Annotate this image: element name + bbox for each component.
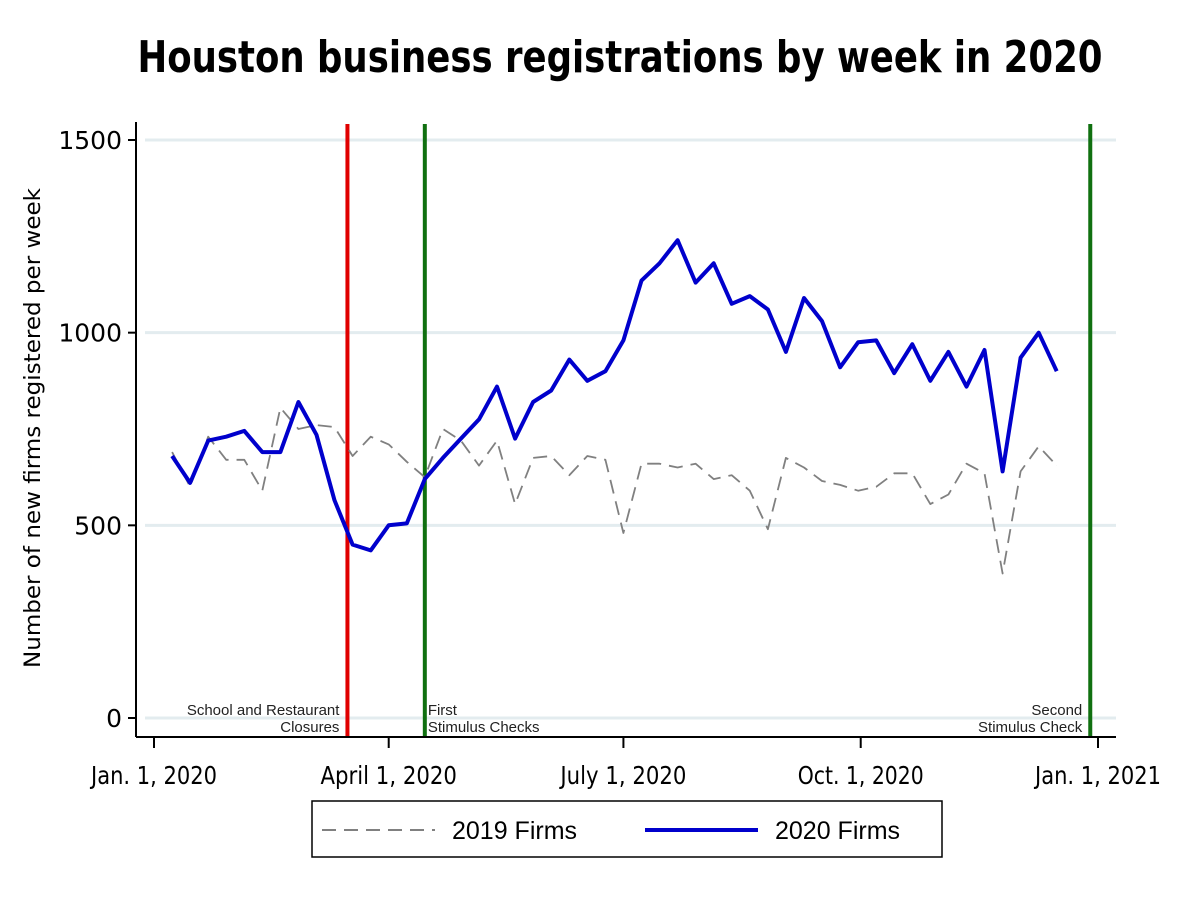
x-tick-label: April 1, 2020 [320,761,457,790]
y-tick-label: 0 [106,704,122,733]
legend-label-2020: 2020 Firms [775,817,900,845]
event-label: Stimulus Checks [428,719,540,736]
y-tick-label: 1500 [58,126,122,155]
legend-label-2019: 2019 Firms [452,817,577,845]
event-label: Stimulus Check [978,719,1083,736]
event-label: First [428,702,458,719]
event-label: School and Restaurant [187,702,340,719]
x-tick-label: Jan. 1, 2021 [1033,761,1161,790]
event-label: Second [1031,702,1082,719]
x-tick-label: Oct. 1, 2020 [798,761,924,790]
y-axis-label: Number of new firms registered per week [21,188,46,668]
series-line-2019-firms [171,406,1058,575]
legend: 2019 Firms 2020 Firms [311,800,943,858]
event-label: Closures [280,719,339,736]
y-tick-label: 500 [74,511,122,540]
x-tick-label: Jan. 1, 2020 [89,761,217,790]
x-tick-label: July 1, 2020 [559,761,687,790]
series-line-2020-firms [170,238,1059,553]
y-tick-label: 1000 [58,319,122,348]
chart-title: Houston business registrations by week i… [138,32,1103,83]
